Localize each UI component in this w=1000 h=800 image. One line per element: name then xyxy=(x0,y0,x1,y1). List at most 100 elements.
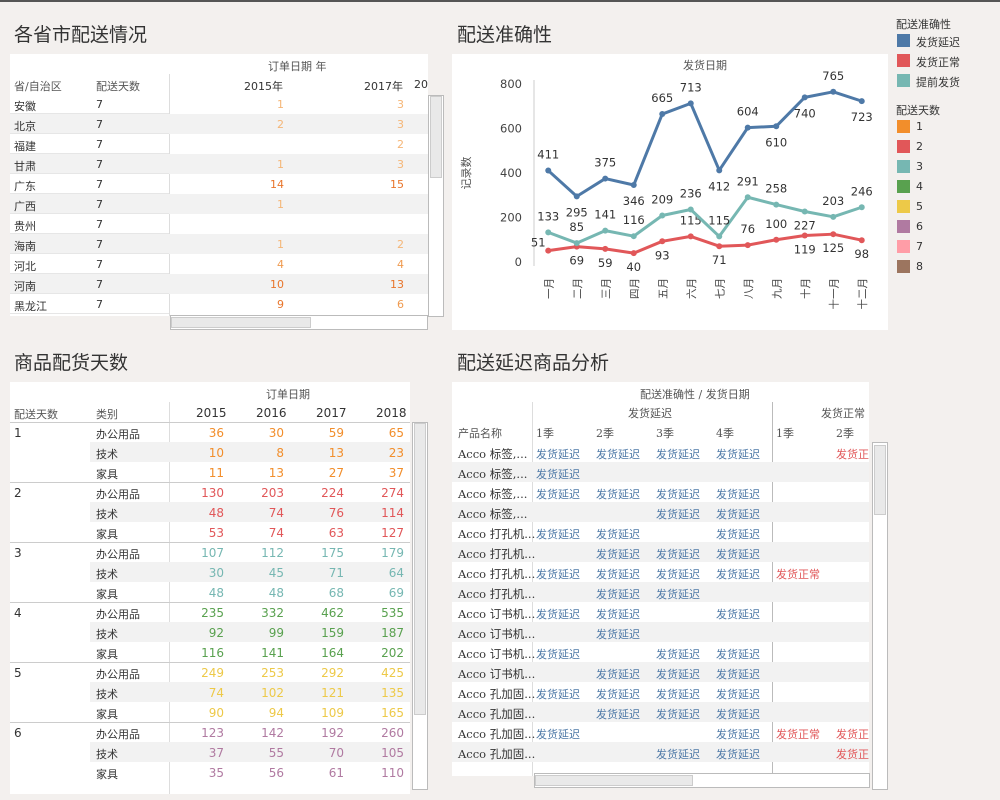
data-point xyxy=(630,250,637,257)
legend-swatch[interactable] xyxy=(897,34,910,47)
table-row: Acco 标签,... 发货延迟 发货延迟 xyxy=(452,502,869,522)
accuracy-title: 配送准确性 xyxy=(457,24,553,46)
table-row: 贵州 7 xyxy=(10,214,428,234)
x-tick-label: 六月 xyxy=(686,278,698,299)
data-point xyxy=(858,237,865,244)
normal-group-header: 发货正常 xyxy=(821,407,865,420)
status-cell: 发货延迟 xyxy=(536,648,580,661)
data-point xyxy=(801,94,808,101)
count-value: 71 xyxy=(328,566,344,580)
days-vertical-scrollbar[interactable] xyxy=(412,422,428,790)
legend-swatch[interactable] xyxy=(897,200,910,213)
table-row: 福建 7 2 xyxy=(10,134,428,154)
legend-swatch[interactable] xyxy=(897,140,910,153)
table-row: Acco 订书机... 发货延迟 发货延迟 发货延迟 xyxy=(452,602,869,622)
data-label: 125 xyxy=(822,241,844,255)
count-value: 3 xyxy=(397,158,404,171)
province-name: 海南 xyxy=(14,240,36,253)
status-cell: 发货延迟 xyxy=(656,708,700,721)
legend-swatch[interactable] xyxy=(897,120,910,133)
count-value: 56 xyxy=(268,766,284,780)
province-name: 广东 xyxy=(14,180,36,193)
y-tick-label: 200 xyxy=(500,211,522,225)
category-label: 家具 xyxy=(96,768,118,781)
legend-label[interactable]: 7 xyxy=(916,240,923,253)
count-value: 74 xyxy=(268,506,284,520)
quarter-header: 2季 xyxy=(836,427,854,440)
product-name: Acco 孔加固... xyxy=(458,707,536,721)
legend-label[interactable]: 发货正常 xyxy=(916,56,960,69)
table-row: 广东 7 14 15 xyxy=(10,174,428,194)
table-row: 家具 90 94 109 165 xyxy=(90,702,410,722)
x-tick-label: 十一月 xyxy=(827,278,840,310)
status-cell: 发货延迟 xyxy=(596,688,640,701)
data-point xyxy=(630,182,637,189)
data-label: 227 xyxy=(794,218,816,232)
table-row: 家具 11 13 27 37 xyxy=(90,462,410,482)
status-cell: 发货延迟 xyxy=(596,528,640,541)
product-name: Acco 订书机... xyxy=(458,647,536,661)
legend-accuracy-title: 配送准确性 xyxy=(896,18,951,31)
data-point xyxy=(573,240,580,247)
legend-label[interactable]: 发货延迟 xyxy=(916,36,960,49)
legend-label[interactable]: 2 xyxy=(916,140,923,153)
status-cell: 发货延迟 xyxy=(596,548,640,561)
legend-swatch[interactable] xyxy=(897,54,910,67)
legend-label[interactable]: 4 xyxy=(916,180,923,193)
table-row: Acco 订书机... 发货延迟 xyxy=(452,622,869,642)
status-cell: 发货延迟 xyxy=(716,568,760,581)
legend-swatch[interactable] xyxy=(897,220,910,233)
legend-swatch[interactable] xyxy=(897,180,910,193)
category-label: 办公用品 xyxy=(96,668,140,681)
status-cell: 发货延迟 xyxy=(536,568,580,581)
count-value: 74 xyxy=(268,526,284,540)
legend-swatch[interactable] xyxy=(897,160,910,173)
province-name: 河南 xyxy=(14,280,36,293)
status-cell: 发货延迟 xyxy=(596,628,640,641)
province-name: 黑龙江 xyxy=(14,300,47,313)
legend-swatch[interactable] xyxy=(897,240,910,253)
x-tick-label: 八月 xyxy=(743,278,755,299)
status-cell: 发货正 xyxy=(836,748,869,761)
count-value: 130 xyxy=(201,486,224,500)
product-name: Acco 标签,... xyxy=(458,487,528,501)
data-point xyxy=(630,233,637,240)
status-cell: 发货延迟 xyxy=(716,688,760,701)
province-horizontal-scrollbar[interactable] xyxy=(170,315,428,330)
province-name: 甘肃 xyxy=(14,160,36,173)
count-value: 64 xyxy=(388,566,404,580)
count-value: 13 xyxy=(268,466,284,480)
legend-label[interactable]: 6 xyxy=(916,220,923,233)
count-value: 11 xyxy=(208,466,224,480)
delay-vertical-scrollbar[interactable] xyxy=(872,442,888,790)
data-label: 295 xyxy=(566,205,588,219)
legend-swatch[interactable] xyxy=(897,74,910,87)
delay-group-header: 发货延迟 xyxy=(628,407,672,420)
data-label: 765 xyxy=(822,69,844,83)
legend-swatch[interactable] xyxy=(897,260,910,273)
data-label: 203 xyxy=(822,194,844,208)
table-row: 北京 7 2 3 xyxy=(10,114,428,134)
delay-horizontal-scrollbar[interactable] xyxy=(534,773,870,788)
category-label: 办公用品 xyxy=(96,488,140,501)
legend-label[interactable]: 3 xyxy=(916,160,923,173)
legend-label[interactable]: 提前发货 xyxy=(916,76,960,89)
data-label: 604 xyxy=(737,105,759,119)
data-label: 723 xyxy=(851,110,873,124)
count-value: 112 xyxy=(261,546,284,560)
table-row: 黑龙江 7 9 6 xyxy=(10,294,428,314)
x-tick-label: 五月 xyxy=(657,278,669,299)
category-label: 办公用品 xyxy=(96,728,140,741)
count-value: 53 xyxy=(208,526,224,540)
legend-label[interactable]: 8 xyxy=(916,260,923,273)
data-point xyxy=(545,229,552,236)
status-cell: 发货延迟 xyxy=(656,508,700,521)
status-cell: 发货延迟 xyxy=(716,488,760,501)
status-cell: 发货延迟 xyxy=(596,588,640,601)
legend-label[interactable]: 5 xyxy=(916,200,923,213)
count-value: 27 xyxy=(328,466,344,480)
legend-label[interactable]: 1 xyxy=(916,120,923,133)
province-vertical-scrollbar[interactable] xyxy=(428,95,444,317)
count-value: 141 xyxy=(261,646,284,660)
days-value: 7 xyxy=(96,278,103,291)
